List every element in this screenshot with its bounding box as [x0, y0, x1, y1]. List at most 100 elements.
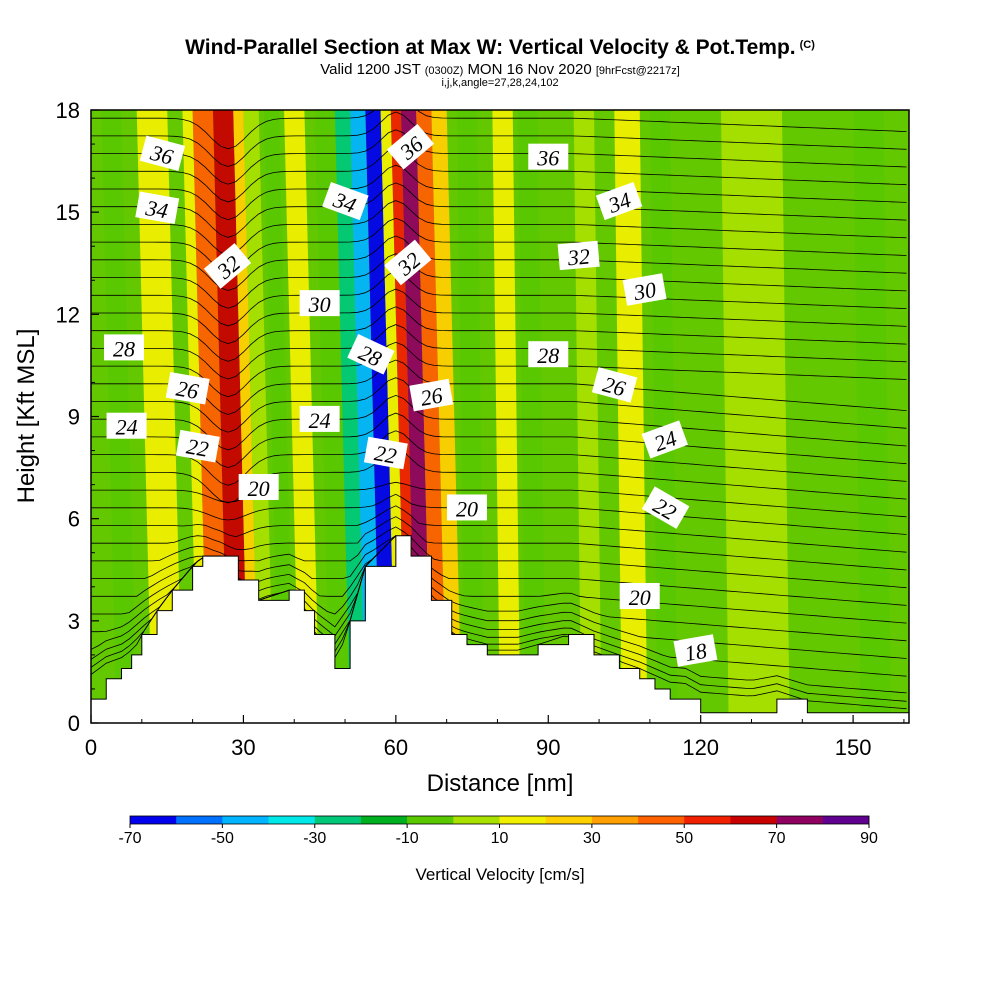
contour-label-box: [322, 181, 369, 221]
contour-label: 34: [135, 191, 180, 225]
contour-label: 30: [299, 290, 340, 317]
contour-label: 36: [528, 143, 569, 171]
y-tick-label: 12: [56, 302, 80, 327]
velocity-band: [492, 110, 521, 723]
colorbar-tick-label: 50: [675, 830, 693, 847]
colorbar-tick-label: 70: [768, 830, 786, 847]
colorbar-swatch: [684, 816, 731, 824]
contour-label: 26: [591, 367, 638, 403]
contour-label-text: 28: [113, 336, 135, 361]
contour-label-box: [528, 143, 569, 170]
y-tick-label: 18: [56, 98, 80, 123]
contour-label-text: 32: [566, 244, 591, 271]
contour-label-text: 24: [116, 415, 138, 440]
colorbar-swatch: [730, 816, 777, 824]
indices-line: i,j,k,angle=27,28,24,102: [441, 77, 559, 89]
colorbar-swatch: [176, 816, 223, 824]
valid-prefix: Valid 1200 JST: [320, 61, 421, 78]
isentrope-line: [91, 235, 907, 291]
contour-label-box: [641, 486, 690, 529]
contour-label-box: [673, 634, 718, 667]
colorbar-swatch: [591, 816, 639, 824]
contour-label-text: 26: [418, 382, 444, 410]
contour-label-box: [446, 494, 487, 521]
contour-label: 34: [322, 181, 369, 221]
colorbar-swatch: [822, 816, 870, 824]
velocity-band: [243, 110, 274, 723]
contour-label-box: [135, 191, 180, 225]
colorbar-tick-label: -70: [118, 830, 141, 847]
isentrope-line: [91, 270, 907, 327]
velocity-band: [614, 110, 648, 723]
x-tick-label: 60: [384, 735, 408, 760]
contour-label-text: 28: [537, 343, 559, 368]
isentrope-line: [91, 412, 907, 469]
isentrope-line: [91, 359, 907, 415]
y-tick-label: 6: [68, 507, 80, 532]
contour-label-box: [299, 290, 340, 317]
isentrope-line: [91, 377, 907, 433]
contour-label-box: [528, 341, 569, 368]
contour-label-text: 20: [248, 476, 270, 501]
colorbar-swatch: [453, 816, 500, 824]
colorbar-swatch: [360, 816, 408, 824]
colorbar-swatch: [130, 816, 177, 824]
valid-line: Valid 1200 JST (0300Z) MON 16 Nov 2020 […: [0, 61, 1000, 78]
colorbar-swatch: [314, 816, 362, 824]
contour-label-box: [641, 420, 689, 459]
contour-label-box: [619, 582, 660, 609]
colorbar-swatch: [407, 816, 454, 824]
contour-label-text: 22: [185, 433, 211, 461]
contour-label: 18: [673, 634, 718, 667]
isentrope-line: [91, 182, 907, 238]
copyright-mark: (C): [799, 39, 815, 51]
isentrope-line: [91, 481, 907, 518]
contour-label-box: [386, 123, 435, 170]
colorbar-swatch: [268, 816, 316, 824]
y-tick-label: 3: [68, 609, 80, 634]
isentrope-line: [91, 394, 907, 451]
contour-label: 24: [106, 412, 147, 440]
y-tick-label: 15: [56, 200, 80, 225]
colorbar-swatch: [638, 816, 685, 824]
isentrope-line: [91, 288, 907, 345]
contour-label: 20: [446, 494, 487, 521]
contour-label-text: 20: [456, 496, 478, 521]
velocity-band: [853, 110, 892, 723]
isentrope-line: [91, 110, 907, 150]
contour-label-box: [175, 429, 220, 463]
isentrope-line: [91, 430, 907, 486]
valid-zulu: (0300Z): [424, 65, 464, 77]
y-tick-label: 9: [68, 405, 80, 430]
contour-label: 22: [363, 436, 408, 470]
velocity-band: [263, 110, 295, 723]
x-axis-label: Distance [nm]: [427, 770, 574, 797]
contour-label: 28: [528, 341, 569, 368]
velocity-band: [334, 110, 366, 723]
contour-label-box: [139, 135, 186, 172]
contour-label-box: [363, 436, 408, 470]
contour-label: 26: [409, 378, 454, 412]
contour-label: 22: [175, 429, 220, 463]
colorbar-tick-label: -10: [396, 830, 419, 847]
x-tick-label: 0: [85, 735, 97, 760]
y-tick-label: 0: [68, 711, 80, 736]
contour-label-box: [238, 474, 279, 501]
terrain: [91, 535, 909, 723]
velocity-band: [456, 110, 485, 723]
colorbar-swatch: [499, 816, 546, 824]
contour-label-box: [347, 334, 395, 375]
isentrope-line: [91, 505, 907, 553]
contour-label-text: 26: [174, 376, 200, 404]
isentrope-line: [91, 147, 907, 203]
velocity-band: [136, 110, 183, 723]
contour-label-text: 18: [683, 638, 709, 666]
contour-label-box: [104, 334, 145, 361]
colorbar-label: Vertical Velocity [cm/s]: [415, 865, 584, 884]
contour-label-box: [106, 412, 147, 439]
contour-label: 20: [619, 582, 660, 610]
x-tick-label: 30: [231, 735, 255, 760]
isentrope-line: [91, 341, 907, 398]
colorbar-tick-label: -50: [211, 830, 234, 847]
